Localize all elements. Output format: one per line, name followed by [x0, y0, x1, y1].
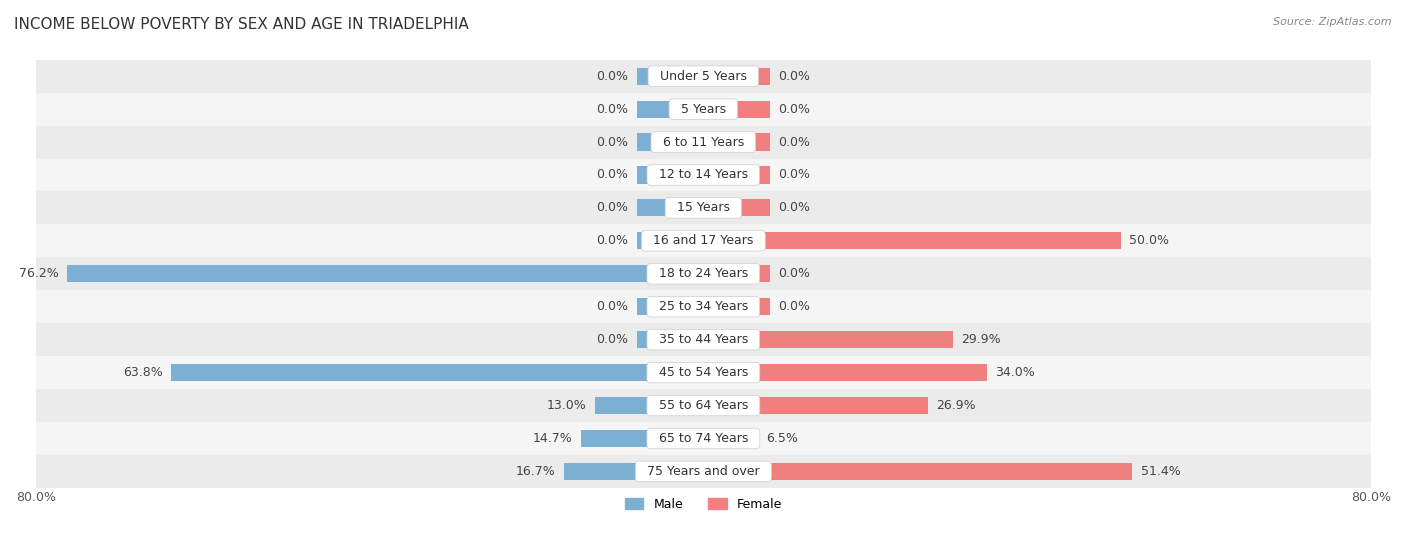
- Bar: [637, 200, 703, 216]
- Bar: [35, 389, 1371, 422]
- Bar: [35, 356, 1371, 389]
- Bar: [35, 422, 1371, 455]
- Bar: [637, 134, 703, 150]
- Text: 35 to 44 Years: 35 to 44 Years: [651, 333, 756, 346]
- Bar: [35, 159, 1371, 191]
- Text: 0.0%: 0.0%: [779, 300, 810, 313]
- Bar: [703, 134, 770, 150]
- Text: 34.0%: 34.0%: [995, 366, 1035, 379]
- Bar: [703, 397, 928, 414]
- Text: 50.0%: 50.0%: [1129, 234, 1168, 248]
- Bar: [35, 191, 1371, 224]
- Bar: [703, 430, 758, 447]
- Legend: Male, Female: Male, Female: [620, 493, 787, 516]
- Text: 18 to 24 Years: 18 to 24 Years: [651, 267, 756, 280]
- Text: Under 5 Years: Under 5 Years: [652, 70, 755, 83]
- Text: 14.7%: 14.7%: [533, 432, 572, 445]
- Bar: [35, 455, 1371, 488]
- Text: 0.0%: 0.0%: [596, 201, 628, 215]
- Bar: [35, 290, 1371, 323]
- Bar: [581, 430, 703, 447]
- Bar: [637, 101, 703, 118]
- Text: 6 to 11 Years: 6 to 11 Years: [655, 135, 752, 149]
- Text: 0.0%: 0.0%: [596, 333, 628, 346]
- Bar: [703, 265, 770, 282]
- Bar: [637, 233, 703, 249]
- Text: 0.0%: 0.0%: [596, 103, 628, 116]
- Bar: [637, 68, 703, 85]
- Text: 6.5%: 6.5%: [766, 432, 797, 445]
- Bar: [703, 463, 1132, 480]
- Bar: [35, 126, 1371, 159]
- Text: 13.0%: 13.0%: [547, 399, 586, 412]
- Bar: [637, 298, 703, 315]
- Text: 0.0%: 0.0%: [596, 300, 628, 313]
- Text: INCOME BELOW POVERTY BY SEX AND AGE IN TRIADELPHIA: INCOME BELOW POVERTY BY SEX AND AGE IN T…: [14, 17, 468, 32]
- Bar: [67, 265, 703, 282]
- Text: 26.9%: 26.9%: [936, 399, 976, 412]
- Bar: [703, 68, 770, 85]
- Text: 0.0%: 0.0%: [779, 201, 810, 215]
- Text: 0.0%: 0.0%: [779, 103, 810, 116]
- Bar: [703, 101, 770, 118]
- Bar: [172, 364, 703, 381]
- Bar: [35, 224, 1371, 257]
- Bar: [637, 331, 703, 348]
- Text: 0.0%: 0.0%: [779, 70, 810, 83]
- Bar: [595, 397, 703, 414]
- Text: Source: ZipAtlas.com: Source: ZipAtlas.com: [1274, 17, 1392, 27]
- Bar: [35, 257, 1371, 290]
- Text: 0.0%: 0.0%: [596, 234, 628, 248]
- Bar: [35, 60, 1371, 93]
- Text: 5 Years: 5 Years: [673, 103, 734, 116]
- Text: 0.0%: 0.0%: [596, 70, 628, 83]
- Text: 0.0%: 0.0%: [596, 135, 628, 149]
- Text: 0.0%: 0.0%: [779, 267, 810, 280]
- Text: 75 Years and over: 75 Years and over: [640, 465, 768, 478]
- Bar: [703, 331, 953, 348]
- Bar: [703, 298, 770, 315]
- Text: 0.0%: 0.0%: [779, 135, 810, 149]
- Text: 76.2%: 76.2%: [20, 267, 59, 280]
- Bar: [637, 167, 703, 183]
- Text: 55 to 64 Years: 55 to 64 Years: [651, 399, 756, 412]
- Text: 16 and 17 Years: 16 and 17 Years: [645, 234, 762, 248]
- Bar: [35, 323, 1371, 356]
- Text: 0.0%: 0.0%: [596, 168, 628, 182]
- Text: 0.0%: 0.0%: [779, 168, 810, 182]
- Text: 15 Years: 15 Years: [669, 201, 738, 215]
- Bar: [703, 200, 770, 216]
- Text: 29.9%: 29.9%: [962, 333, 1001, 346]
- Bar: [564, 463, 703, 480]
- Bar: [703, 364, 987, 381]
- Bar: [35, 93, 1371, 126]
- Bar: [703, 233, 1121, 249]
- Text: 25 to 34 Years: 25 to 34 Years: [651, 300, 756, 313]
- Text: 12 to 14 Years: 12 to 14 Years: [651, 168, 756, 182]
- Text: 16.7%: 16.7%: [516, 465, 555, 478]
- Bar: [703, 167, 770, 183]
- Text: 63.8%: 63.8%: [122, 366, 163, 379]
- Text: 51.4%: 51.4%: [1140, 465, 1181, 478]
- Text: 45 to 54 Years: 45 to 54 Years: [651, 366, 756, 379]
- Text: 65 to 74 Years: 65 to 74 Years: [651, 432, 756, 445]
